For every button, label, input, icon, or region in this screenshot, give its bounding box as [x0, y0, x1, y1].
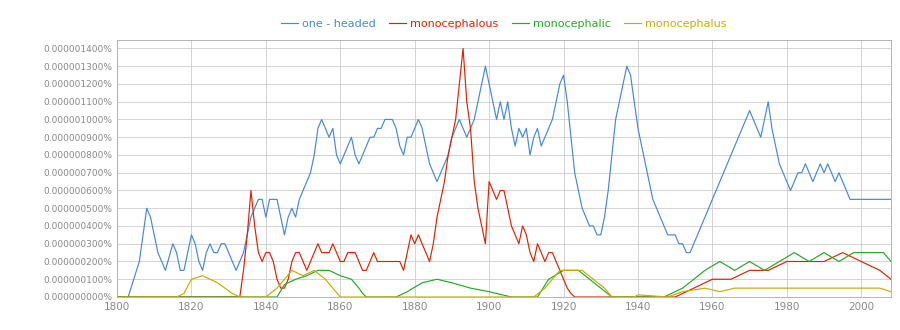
monocephalic — [275, 289, 286, 293]
monocephalous — [458, 47, 469, 50]
one - headed — [387, 117, 398, 121]
monocephalus — [886, 290, 896, 294]
one - headed — [480, 64, 491, 68]
monocephalous — [275, 286, 286, 290]
monocephalic — [134, 295, 145, 299]
monocephalic — [644, 295, 654, 299]
monocephalus — [275, 282, 286, 286]
monocephalic — [788, 251, 799, 255]
monocephalous — [666, 295, 677, 299]
monocephalus — [666, 294, 677, 298]
monocephalus — [647, 294, 658, 298]
monocephalic — [741, 262, 751, 266]
monocephalous — [387, 259, 398, 263]
monocephalous — [134, 295, 145, 299]
one - headed — [112, 295, 122, 299]
monocephalic — [662, 293, 673, 297]
one - headed — [666, 233, 677, 237]
one - headed — [647, 197, 658, 201]
monocephalic — [112, 295, 122, 299]
monocephalic — [886, 259, 896, 263]
one - headed — [744, 109, 755, 113]
monocephalous — [744, 268, 755, 272]
one - headed — [275, 215, 286, 219]
Line: monocephalic: monocephalic — [117, 253, 891, 297]
Line: monocephalous: monocephalous — [117, 49, 891, 297]
monocephalus — [112, 295, 122, 299]
Line: monocephalus: monocephalus — [117, 270, 891, 297]
one - headed — [134, 259, 145, 263]
monocephalus — [134, 295, 145, 299]
monocephalus — [391, 295, 401, 299]
monocephalus — [744, 286, 755, 290]
one - headed — [886, 197, 896, 201]
monocephalous — [112, 295, 122, 299]
Legend: one - headed, monocephalous, monocephalic, monocephalus: one - headed, monocephalous, monocephali… — [276, 14, 732, 33]
monocephalous — [647, 295, 658, 299]
monocephalus — [286, 268, 297, 272]
Line: one - headed: one - headed — [117, 66, 891, 297]
monocephalous — [886, 277, 896, 281]
monocephalic — [387, 295, 398, 299]
